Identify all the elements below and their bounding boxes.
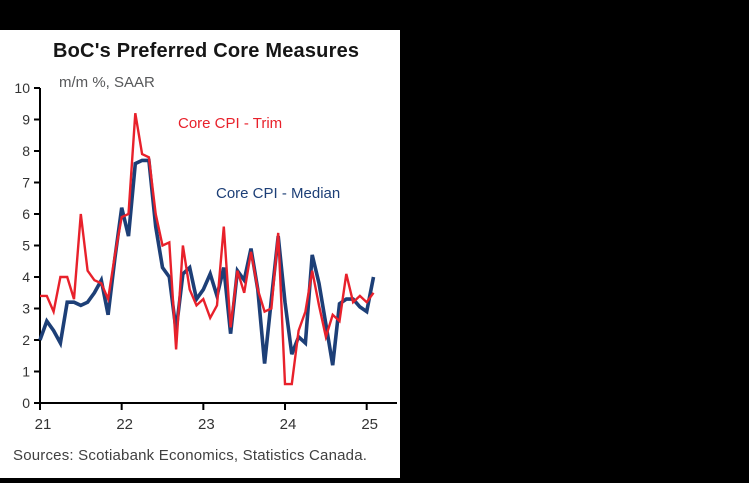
y-tick-label: 2 (22, 332, 30, 348)
y-tick-label: 7 (22, 175, 30, 191)
y-axis-ticks: 0 1 2 3 4 5 6 7 8 9 10 (14, 80, 40, 411)
chart-subtitle-units: m/m %, SAAR (59, 74, 155, 91)
x-tick-label: 25 (361, 416, 378, 433)
y-tick-label: 5 (22, 238, 30, 254)
x-tick-label: 22 (116, 416, 133, 433)
y-tick-label: 1 (22, 364, 30, 380)
y-tick-label: 6 (22, 206, 30, 222)
x-axis-ticks: 21 22 23 24 25 (35, 403, 378, 433)
chart-title: BoC's Preferred Core Measures (53, 40, 360, 62)
core-cpi-median-line (38, 158, 376, 366)
y-tick-label: 3 (22, 301, 30, 317)
legend-label-trim: Core CPI - Trim (178, 115, 283, 132)
x-tick-label: 24 (280, 416, 297, 433)
x-tick-label: 21 (35, 416, 52, 433)
x-tick-label: 23 (198, 416, 215, 433)
y-tick-label: 4 (22, 269, 30, 285)
y-tick-label: 9 (22, 112, 30, 128)
legend-label-median: Core CPI - Median (216, 185, 341, 202)
y-tick-label: 8 (22, 143, 30, 159)
y-tick-label: 10 (14, 80, 30, 96)
core-cpi-trim-line (40, 113, 375, 386)
source-attribution: Sources: Scotiabank Economics, Statistic… (13, 447, 368, 464)
chart-panel: BoC's Preferred Core Measures m/m %, SAA… (0, 30, 400, 478)
y-tick-label: 0 (22, 395, 30, 411)
